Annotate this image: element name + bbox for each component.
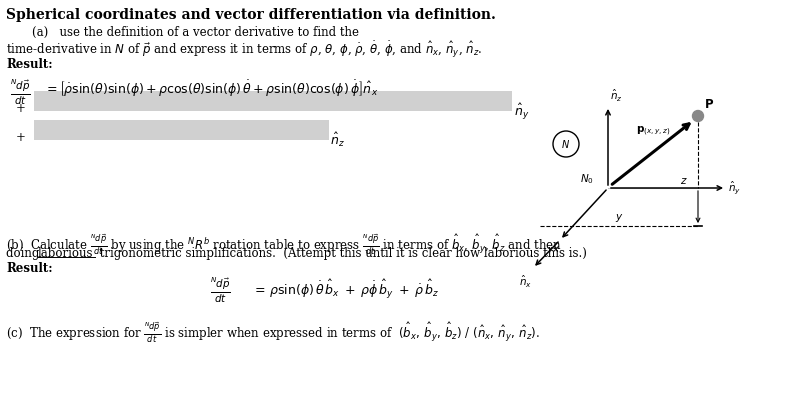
- Text: $= \left[\dot{\rho}\sin(\theta)\sin(\phi) + \rho\cos(\theta)\sin(\phi)\,\dot{\th: $= \left[\dot{\rho}\sin(\theta)\sin(\phi…: [44, 78, 378, 99]
- Bar: [34, 120, 329, 140]
- Text: $z$: $z$: [680, 176, 688, 186]
- Text: (b)  Calculate $\frac{^Nd\vec{p}}{dt}$ by using the $^NR^b$ rotation table to ex: (b) Calculate $\frac{^Nd\vec{p}}{dt}$ by…: [6, 232, 562, 257]
- Text: $\frac{^Nd\vec{p}}{dt}$: $\frac{^Nd\vec{p}}{dt}$: [210, 276, 231, 305]
- Text: Spherical coordinates and vector differentiation via definition.: Spherical coordinates and vector differe…: [6, 8, 496, 22]
- Text: $N$: $N$: [562, 138, 571, 150]
- Text: Result:: Result:: [6, 262, 53, 275]
- Text: $N_0$: $N_0$: [580, 172, 594, 186]
- Text: $\hat{n}_z$: $\hat{n}_z$: [610, 88, 623, 104]
- Text: trigonometric simplifications.  (Attempt this until it is clear how laborious th: trigonometric simplifications. (Attempt …: [96, 247, 587, 260]
- Text: time-derivative in $N$ of $\vec{p}$ and express it in terms of $\rho$, $\theta$,: time-derivative in $N$ of $\vec{p}$ and …: [6, 40, 482, 60]
- Text: $x$: $x$: [552, 244, 560, 254]
- Text: $\hat{n}_x$: $\hat{n}_x$: [519, 274, 533, 290]
- Text: $\hat{n}_y$: $\hat{n}_y$: [514, 102, 530, 122]
- Text: $y$: $y$: [615, 212, 623, 224]
- Circle shape: [693, 111, 704, 121]
- Text: doing: doing: [6, 247, 43, 260]
- Bar: [34, 91, 512, 111]
- Text: $\mathbf{P}$: $\mathbf{P}$: [704, 98, 714, 111]
- Text: (a)   use the definition of a vector derivative to find the: (a) use the definition of a vector deriv…: [32, 26, 359, 39]
- Text: +: +: [16, 102, 26, 115]
- Text: $\hat{n}_z$: $\hat{n}_z$: [330, 131, 345, 149]
- Text: $\hat{n}_y$: $\hat{n}_y$: [728, 179, 741, 196]
- Text: $\mathbf{p}_{(x,y,z)}$: $\mathbf{p}_{(x,y,z)}$: [636, 125, 671, 138]
- Text: +: +: [16, 131, 26, 144]
- Text: Result:: Result:: [6, 58, 53, 71]
- Text: (c)  The expression for $\frac{^Nd\vec{p}}{dt}$ is simpler when expressed in ter: (c) The expression for $\frac{^Nd\vec{p}…: [6, 320, 540, 345]
- Text: laborious: laborious: [38, 247, 94, 260]
- Text: $\frac{^Nd\vec{p}}{dt}$: $\frac{^Nd\vec{p}}{dt}$: [10, 78, 31, 107]
- Text: $= \,\rho\sin(\phi)\,\dot{\theta}\,\hat{b}_x \;+\; \rho\dot{\phi}\,\hat{b}_y \;+: $= \,\rho\sin(\phi)\,\dot{\theta}\,\hat{…: [252, 278, 439, 301]
